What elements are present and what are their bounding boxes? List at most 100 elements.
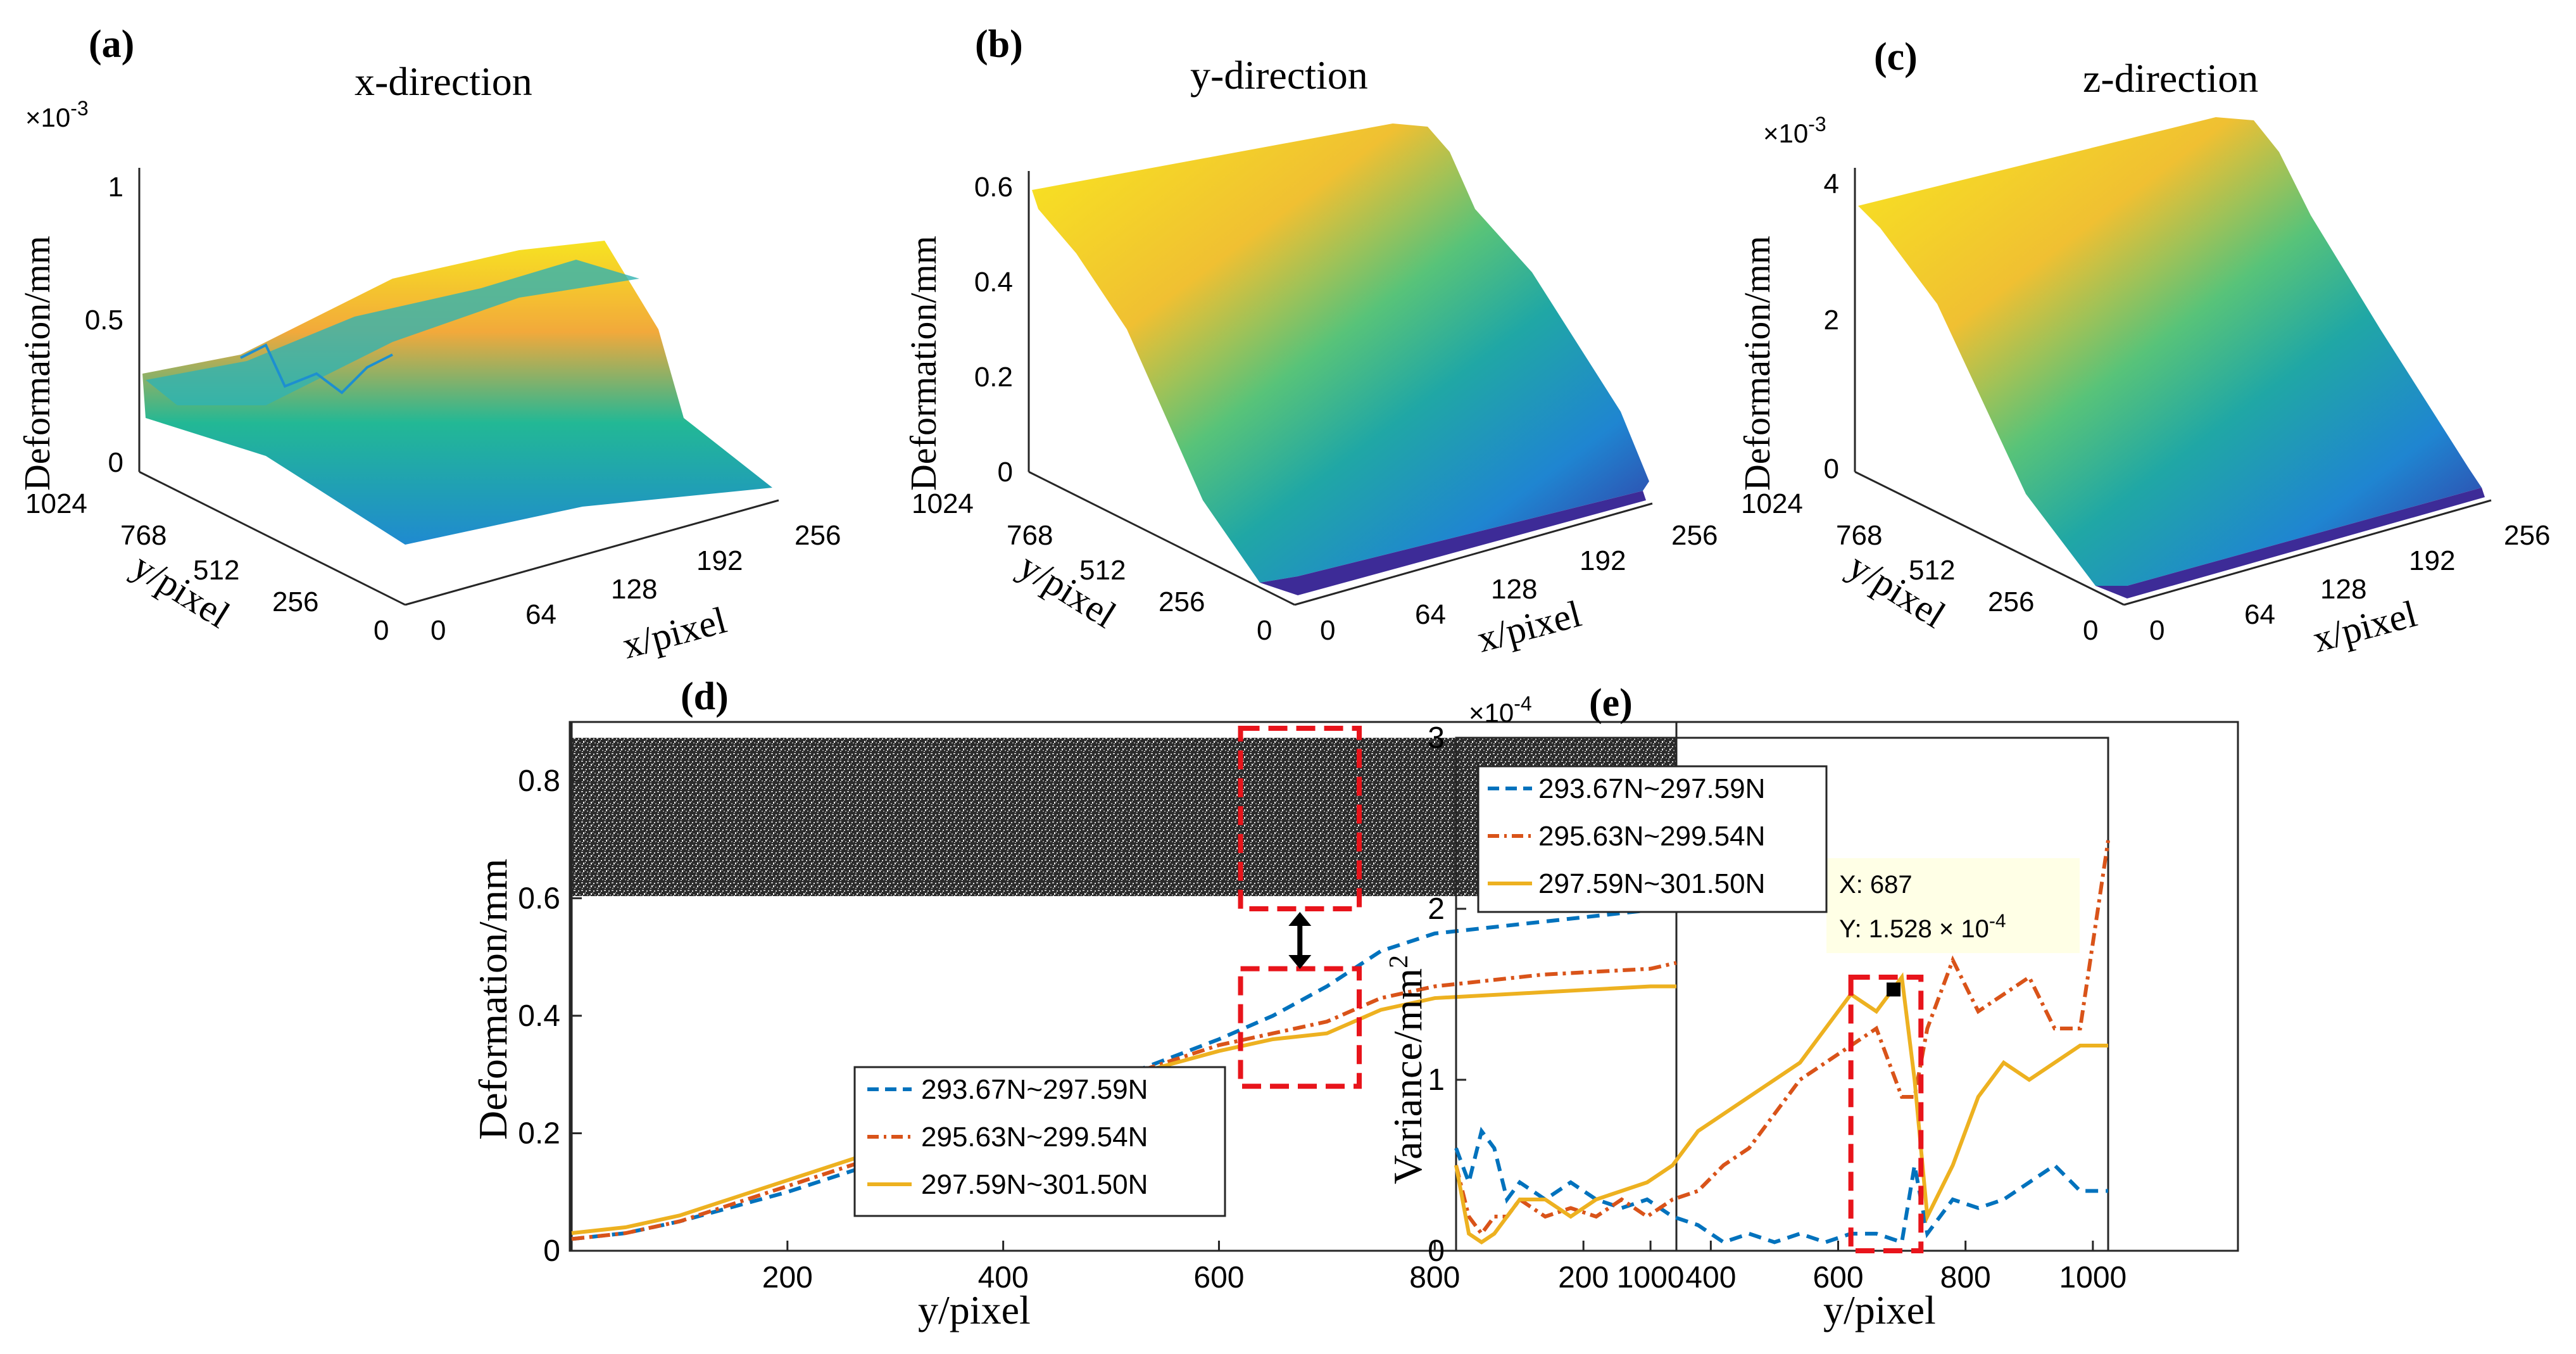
panel-c-xtick-64: 64 xyxy=(2244,599,2275,630)
legend-e-label-2: 295.63N~299.54N xyxy=(1538,821,1765,852)
panel-e-letter: (e) xyxy=(1589,681,1633,724)
panel-b-xtick-128: 128 xyxy=(1491,574,1537,605)
y-tick-label-e: 0 xyxy=(1428,1234,1445,1268)
panel-b-xtick-192: 192 xyxy=(1580,545,1626,576)
panel-c-ytick-256: 256 xyxy=(1988,586,2034,617)
arrow-head-up xyxy=(1288,912,1312,926)
y-tick-label-d: 0.6 xyxy=(518,882,560,915)
panel-a-exponent: ×10-3 xyxy=(25,97,89,132)
y-tick-label-d: 0.8 xyxy=(518,764,560,798)
panel-b-ytick-768: 768 xyxy=(1007,520,1053,551)
x-tick-label-e: 1000 xyxy=(2059,1261,2127,1294)
panel-c-ztick-2: 2 xyxy=(1824,305,1839,336)
panel-e-exponent: ×10-4 xyxy=(1469,692,1532,728)
x-tick-label-e: 800 xyxy=(1940,1261,1991,1294)
panel-b-ytick-256: 256 xyxy=(1159,586,1205,617)
legend-d-label-1: 293.67N~297.59N xyxy=(921,1074,1148,1105)
panel-a-zlabel: Deformation/mm xyxy=(16,236,58,491)
surface-b xyxy=(1032,123,1649,583)
panel-a-ytick-1024: 1024 xyxy=(25,488,87,519)
panel-c-letter: (c) xyxy=(1874,35,1918,79)
panel-c: (c) z-direction ×10-3 4 2 0 Deformation/… xyxy=(1737,35,2550,661)
panel-b-ytick-0: 0 xyxy=(1257,615,1272,646)
panel-b-title: y-direction xyxy=(1190,53,1368,98)
panel-b-xtick-256: 256 xyxy=(1671,520,1718,551)
panel-c-exponent: ×10-3 xyxy=(1763,113,1826,148)
panel-b-xtick-64: 64 xyxy=(1415,599,1446,630)
panel-e-legend: 293.67N~297.59N 295.63N~299.54N 297.59N~… xyxy=(1477,765,1828,913)
panel-a-ytick-0: 0 xyxy=(374,615,389,646)
datatip-box xyxy=(1826,858,2080,953)
panel-e-xlabel: y/pixel xyxy=(1823,1288,1936,1332)
panel-e-ylabel: Variance/mm2 xyxy=(1385,955,1430,1184)
panel-c-title: z-direction xyxy=(2083,56,2258,101)
panel-b-ztick-0.4: 0.4 xyxy=(974,267,1013,298)
panel-b-ztick-0.2: 0.2 xyxy=(974,362,1013,393)
x-tick-label-d: 600 xyxy=(1193,1261,1244,1294)
series-d-1 xyxy=(571,908,1676,1241)
x-tick-label-d: 1000 xyxy=(1617,1261,1685,1294)
panel-b-ztick-0.6: 0.6 xyxy=(974,172,1013,203)
panel-a: (a) x-direction ×10-3 1 0.5 0 Deformatio… xyxy=(16,23,841,667)
series-d-3 xyxy=(571,984,1676,1236)
panel-b-ztick-0: 0 xyxy=(998,457,1013,488)
panel-b-xtick-0: 0 xyxy=(1320,615,1335,646)
x-tick-label-d: 800 xyxy=(1409,1261,1460,1294)
panel-a-xtick-256: 256 xyxy=(795,520,841,551)
arrow-head-down xyxy=(1288,955,1312,969)
panel-c-ztick-0: 0 xyxy=(1824,453,1839,484)
panel-a-ytick-256: 256 xyxy=(272,586,318,617)
x-tick-label-e: 200 xyxy=(1558,1261,1609,1294)
panel-d-ylabel: Deformation/mm xyxy=(470,859,515,1140)
panel-d-letter: (d) xyxy=(681,675,729,718)
y-tick-label-d: 0.2 xyxy=(518,1117,560,1150)
x-tick-label-d: 400 xyxy=(978,1261,1029,1294)
panel-a-xtick-64: 64 xyxy=(525,599,556,630)
legend-d-label-2: 295.63N~299.54N xyxy=(921,1122,1148,1153)
panel-a-xlabel: x/pixel xyxy=(618,599,731,667)
panel-e: (e) ×10-4 200 400 600 800 1000 0 1 2 3 X: 687 Y: 1… xyxy=(1385,681,2127,1332)
panel-c-xtick-192: 192 xyxy=(2409,545,2455,576)
panel-d: (d) 200 400 600 800 1000 0 0.2 0.4 0.6 0.8 293.67… xyxy=(470,675,2239,1332)
plot-frame-e xyxy=(1455,737,2109,1252)
legend-e-label-3: 297.59N~301.50N xyxy=(1538,868,1765,899)
panel-b-letter: (b) xyxy=(975,23,1023,66)
panel-c-ytick-1024: 1024 xyxy=(1741,488,1803,519)
datatip-y: Y: 1.528 × 10-4 xyxy=(1839,911,2006,943)
panel-c-ytick-768: 768 xyxy=(1836,520,1882,551)
panel-c-xtick-128: 128 xyxy=(2320,574,2366,605)
panel-c-ytick-0: 0 xyxy=(2083,615,2098,646)
panel-a-xtick-128: 128 xyxy=(611,574,657,605)
panel-c-zlabel: Deformation/mm xyxy=(1737,236,1778,491)
panel-a-xtick-0: 0 xyxy=(430,615,446,646)
panel-a-title: x-direction xyxy=(355,59,532,104)
panel-a-ytick-768: 768 xyxy=(120,520,166,551)
y-tick-label-d: 0.4 xyxy=(518,999,560,1033)
x-tick-label-e: 600 xyxy=(1813,1261,1863,1294)
panel-b-zlabel: Deformation/mm xyxy=(903,236,944,491)
panel-b-ytick-1024: 1024 xyxy=(912,488,974,519)
panel-a-xtick-192: 192 xyxy=(696,545,743,576)
y-tick-label-d: 0 xyxy=(543,1234,560,1268)
panel-d-legend: 293.67N~297.59N 295.63N~299.54N 297.59N~… xyxy=(853,1066,1226,1217)
surface-c xyxy=(1858,117,2482,586)
panel-a-ztick-0.5: 0.5 xyxy=(85,305,123,336)
series-e-1 xyxy=(1454,1127,2108,1245)
series-d-2 xyxy=(571,961,1677,1241)
panel-c-ztick-4: 4 xyxy=(1824,168,1839,199)
y-tick-label-e: 2 xyxy=(1428,892,1445,926)
y-tick-label-e: 3 xyxy=(1428,721,1445,755)
panel-c-ytick-512: 512 xyxy=(1909,555,1955,586)
highlight-box-e xyxy=(1848,975,1924,1253)
series-e-3 xyxy=(1454,972,2108,1245)
panel-b: (b) y-direction 0.6 0.4 0.2 0 Deformatio… xyxy=(903,23,1718,661)
panel-d-xlabel: y/pixel xyxy=(918,1288,1031,1332)
panel-a-ztick-0: 0 xyxy=(108,447,123,478)
panel-a-ztick-1: 1 xyxy=(108,172,123,203)
datatip-marker xyxy=(1887,982,1901,997)
panel-a-ytick-512: 512 xyxy=(193,555,239,586)
series-e-2 xyxy=(1454,840,2110,1237)
datatip-x: X: 687 xyxy=(1839,871,1913,899)
x-tick-label-e: 400 xyxy=(1685,1261,1736,1294)
